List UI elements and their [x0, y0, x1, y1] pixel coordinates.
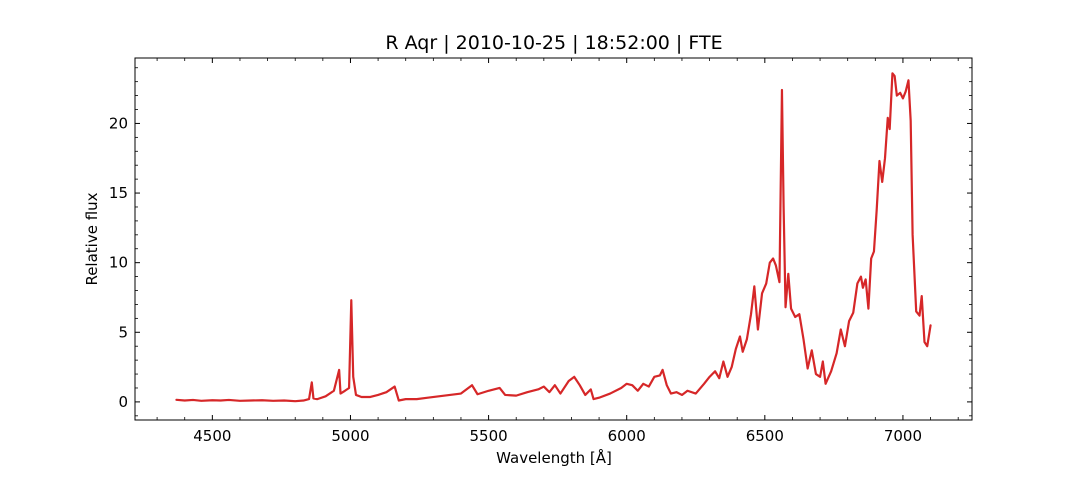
y-axis-ticks: 0 5 10 15 20 [109, 67, 972, 417]
x-tick-label-4: 6500 [746, 427, 784, 445]
x-tick-label-5: 7000 [884, 427, 922, 445]
series-line-0 [175, 72, 932, 403]
x-tick-label-0: 4500 [193, 427, 231, 445]
y-tick-label-4: 20 [109, 114, 128, 132]
y-axis-label: Relative flux [83, 192, 101, 285]
plot-area: 4500 5000 5500 6000 6500 7000 0 5 10 15 20 [109, 57, 973, 445]
x-tick-label-3: 6000 [608, 427, 646, 445]
y-tick-label-2: 10 [109, 254, 128, 272]
x-axis-ticks: 4500 5000 5500 6000 6500 7000 [156, 58, 959, 445]
y-tick-label-3: 15 [109, 184, 128, 202]
y-tick-label-1: 5 [118, 323, 128, 341]
series-layer [175, 72, 932, 403]
x-tick-label-2: 5500 [469, 427, 507, 445]
plot-frame [134, 57, 973, 421]
x-axis-label: Wavelength [Å] [496, 448, 612, 467]
x-tick-label-1: 5000 [331, 427, 369, 445]
y-tick-label-0: 0 [118, 393, 128, 411]
chart-title: R Aqr | 2010-10-25 | 18:52:00 | FTE [385, 32, 722, 54]
